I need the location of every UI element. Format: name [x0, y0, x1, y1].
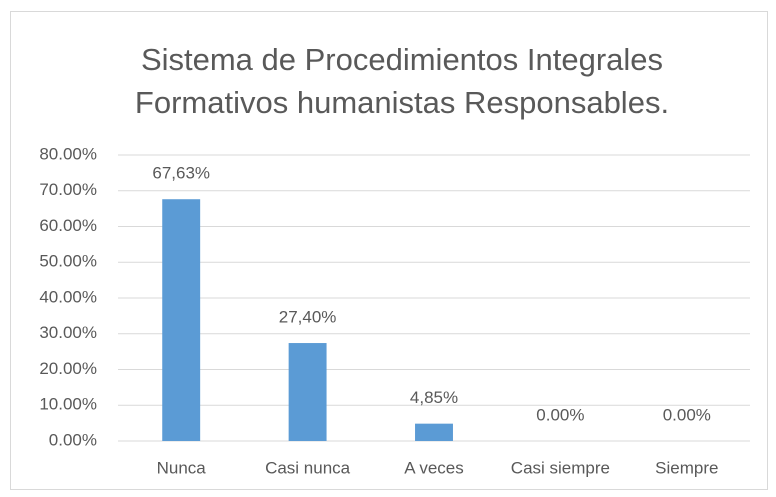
data-label: 4,85%: [410, 388, 458, 407]
y-tick-label: 50.00%: [39, 252, 97, 271]
bar: [162, 199, 201, 441]
x-tick-label: A veces: [404, 458, 464, 477]
data-label: 0.00%: [536, 405, 584, 424]
x-tick-label: Nunca: [157, 458, 207, 477]
bar: [415, 423, 453, 441]
data-label: 27,40%: [279, 308, 337, 327]
bar: [288, 343, 327, 441]
y-tick-label: 60.00%: [39, 216, 97, 235]
data-label: 67,63%: [152, 164, 210, 183]
y-tick-label: 70.00%: [39, 180, 97, 199]
chart-title: Formativos humanistas Responsables.: [135, 85, 669, 120]
y-tick-label: 40.00%: [39, 287, 97, 306]
x-tick-label: Casi nunca: [265, 458, 351, 477]
data-label: 0.00%: [663, 405, 711, 424]
y-tick-label: 20.00%: [39, 359, 97, 378]
chart-title: Sistema de Procedimientos Integrales: [141, 42, 663, 77]
y-tick-label: 80.00%: [39, 144, 97, 163]
y-tick-label: 30.00%: [39, 323, 97, 342]
x-tick-label: Casi siempre: [511, 458, 610, 477]
x-tick-label: Siempre: [655, 458, 718, 477]
y-tick-label: 10.00%: [39, 395, 97, 414]
chart-border: [10, 11, 768, 490]
y-tick-label: 0.00%: [49, 430, 97, 449]
